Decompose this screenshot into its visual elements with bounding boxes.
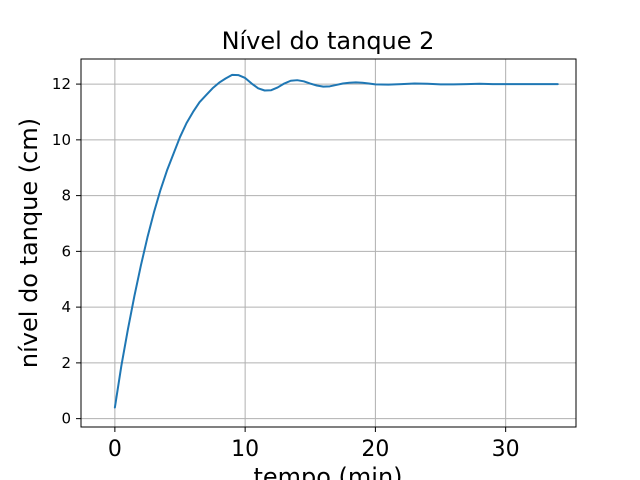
y-tick-label: 12: [52, 75, 71, 93]
grid: [81, 59, 576, 427]
x-tick-label: 10: [231, 437, 259, 462]
axis-ticks: 0 10 20 30 0 2 4 6 8 10 12: [52, 75, 520, 462]
x-tick-label: 20: [361, 437, 389, 462]
series-layer: [113, 73, 559, 409]
y-tick-label: 2: [61, 354, 71, 372]
y-tick-label: 10: [52, 131, 71, 149]
x-tick-label: 0: [108, 437, 122, 462]
y-tick-label: 6: [61, 242, 71, 260]
y-tick-label: 8: [61, 187, 71, 205]
y-tick-label: 4: [61, 298, 71, 316]
chart-title: Nível do tanque 2: [222, 27, 435, 55]
y-tick-label: 0: [61, 410, 71, 428]
x-tick-label: 30: [492, 437, 520, 462]
x-axis-label: tempo (min): [253, 463, 402, 480]
plot-area-frame: [80, 58, 577, 428]
series-line: [113, 73, 559, 409]
y-axis-label: nível do tanque (cm): [15, 118, 43, 368]
